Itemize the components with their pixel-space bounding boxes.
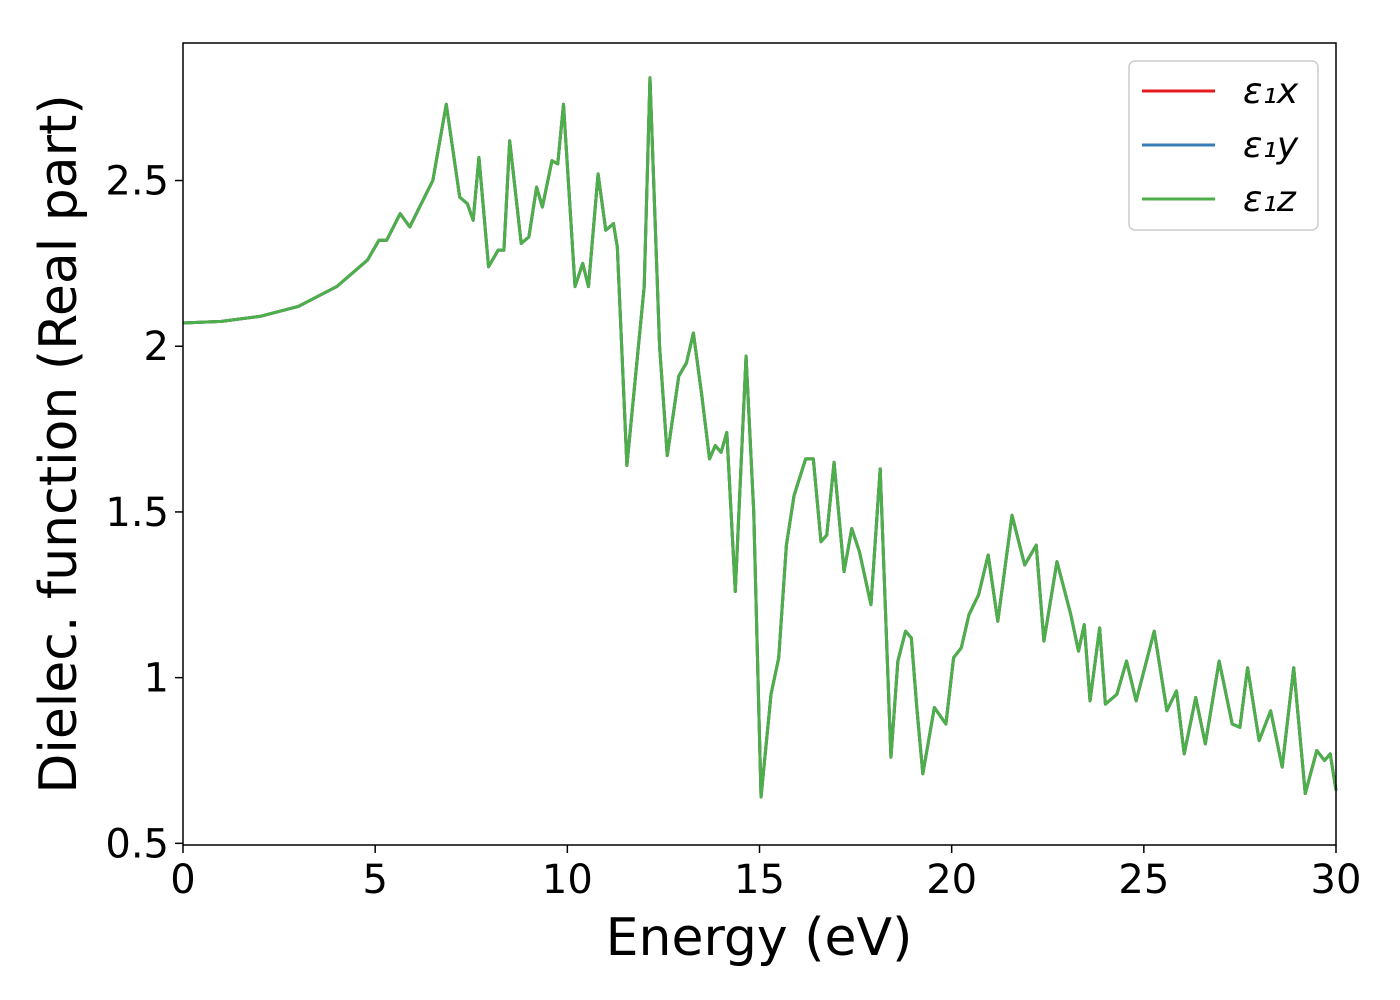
legend-label: ε₁y: [1243, 125, 1299, 166]
x-tick-label: 15: [734, 857, 785, 903]
x-tick-label: 25: [1118, 857, 1169, 903]
y-tick-label: 1: [144, 656, 169, 702]
x-tick-label: 30: [1311, 857, 1362, 903]
legend-box: [1128, 60, 1319, 231]
y-tick-label: 1.5: [105, 490, 169, 536]
plot-area: [182, 76, 1338, 799]
x-tick-label: 10: [542, 857, 593, 903]
x-tick-label: 20: [926, 857, 977, 903]
y-tick-label: 0.5: [105, 821, 169, 867]
y-tick-label: 2: [144, 324, 169, 370]
y-tick-label: 2.5: [105, 159, 169, 205]
legend-label: ε₁x: [1243, 71, 1299, 112]
x-axis-label: Energy (eV): [606, 908, 913, 968]
y-axis-label: Dielec. function (Real part): [29, 94, 89, 793]
legend-label: ε₁z: [1243, 179, 1297, 220]
line-series: [182, 76, 1338, 799]
x-tick-label: 5: [362, 857, 387, 903]
plot-frame: [182, 42, 1337, 846]
x-tick-label: 0: [170, 857, 195, 903]
